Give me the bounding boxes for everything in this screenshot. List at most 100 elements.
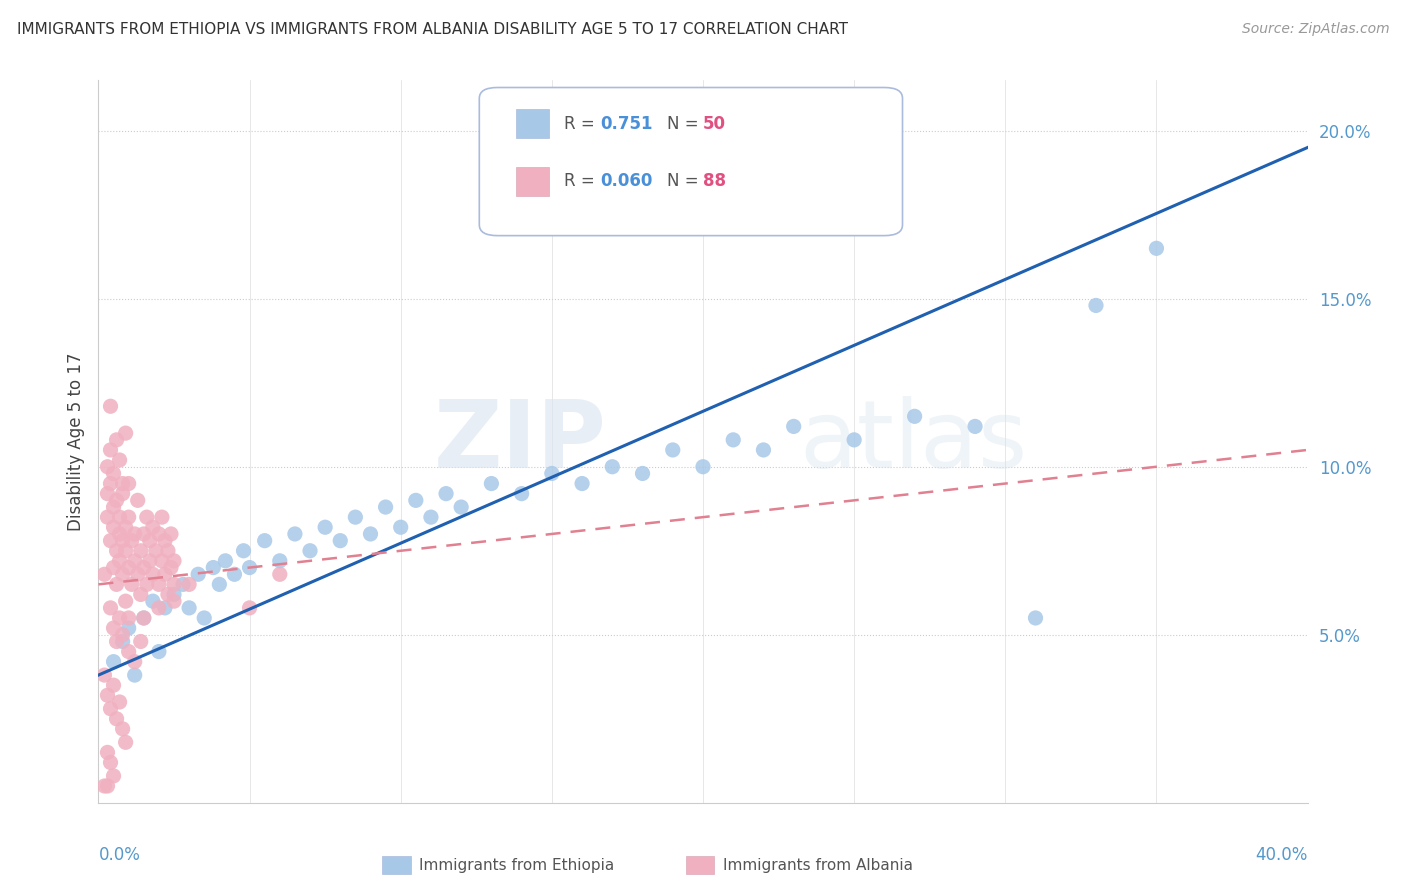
Text: R =: R =: [564, 172, 600, 190]
Point: [103, 621, 125, 635]
Point: [239, 600, 262, 615]
Text: 0.751: 0.751: [600, 115, 652, 133]
Point: [284, 527, 307, 541]
Point: [1085, 298, 1108, 312]
Point: [145, 543, 167, 558]
Point: [135, 577, 157, 591]
Point: [108, 695, 131, 709]
Point: [202, 560, 225, 574]
Point: [179, 600, 201, 615]
Point: [103, 520, 125, 534]
Point: [114, 735, 136, 749]
Point: [602, 459, 624, 474]
Point: [752, 442, 775, 457]
Text: IMMIGRANTS FROM ETHIOPIA VS IMMIGRANTS FROM ALBANIA DISABILITY AGE 5 TO 17 CORRE: IMMIGRANTS FROM ETHIOPIA VS IMMIGRANTS F…: [17, 22, 848, 37]
Y-axis label: Disability Age 5 to 17: Disability Age 5 to 17: [66, 352, 84, 531]
Point: [571, 476, 593, 491]
Text: Source: ZipAtlas.com: Source: ZipAtlas.com: [1241, 22, 1389, 37]
Point: [139, 554, 162, 568]
Point: [100, 476, 122, 491]
Point: [148, 577, 170, 591]
Point: [148, 527, 170, 541]
Point: [100, 702, 122, 716]
Point: [100, 442, 122, 457]
Text: 0.0%: 0.0%: [98, 847, 141, 864]
Point: [127, 567, 149, 582]
Point: [124, 655, 146, 669]
Point: [124, 527, 146, 541]
Point: [114, 520, 136, 534]
Point: [103, 769, 125, 783]
Point: [103, 678, 125, 692]
Point: [239, 560, 262, 574]
Point: [118, 510, 141, 524]
Point: [153, 600, 176, 615]
Point: [121, 533, 143, 548]
Point: [96, 688, 118, 702]
Text: 50: 50: [703, 115, 725, 133]
Point: [114, 426, 136, 441]
Point: [129, 587, 152, 601]
Point: [153, 533, 176, 548]
Point: [269, 554, 291, 568]
Point: [127, 493, 149, 508]
Point: [163, 554, 186, 568]
Text: 40.0%: 40.0%: [1256, 847, 1308, 864]
Point: [105, 712, 128, 726]
Point: [160, 527, 183, 541]
Point: [904, 409, 927, 424]
Point: [269, 567, 291, 582]
Point: [844, 433, 866, 447]
Text: Immigrants from Ethiopia: Immigrants from Ethiopia: [419, 858, 614, 872]
Point: [93, 567, 115, 582]
Point: [661, 442, 683, 457]
Point: [108, 453, 131, 467]
Point: [163, 594, 186, 608]
Point: [253, 533, 276, 548]
Point: [374, 500, 396, 514]
Point: [129, 543, 152, 558]
Text: 88: 88: [703, 172, 725, 190]
Point: [434, 486, 457, 500]
Point: [156, 543, 179, 558]
Point: [96, 779, 118, 793]
Point: [105, 634, 128, 648]
Point: [118, 611, 141, 625]
Point: [111, 533, 134, 548]
Point: [118, 476, 141, 491]
Point: [450, 500, 472, 514]
Point: [1024, 611, 1046, 625]
Point: [103, 500, 125, 514]
Point: [111, 476, 134, 491]
Point: [129, 634, 152, 648]
Point: [118, 560, 141, 574]
Point: [135, 510, 157, 524]
Point: [344, 510, 367, 524]
Point: [150, 554, 173, 568]
Point: [111, 567, 134, 582]
Point: [132, 611, 155, 625]
Point: [103, 655, 125, 669]
Point: [132, 611, 155, 625]
Point: [405, 493, 427, 508]
Text: 0.060: 0.060: [600, 172, 652, 190]
Point: [148, 644, 170, 658]
Point: [100, 600, 122, 615]
Text: atlas: atlas: [800, 395, 1028, 488]
Point: [132, 560, 155, 574]
Point: [965, 419, 987, 434]
Point: [105, 493, 128, 508]
Point: [631, 467, 654, 481]
Text: N =: N =: [666, 172, 703, 190]
FancyBboxPatch shape: [516, 109, 550, 138]
Point: [96, 486, 118, 500]
Point: [389, 520, 412, 534]
Point: [105, 543, 128, 558]
Point: [214, 554, 236, 568]
Point: [114, 594, 136, 608]
Point: [100, 399, 122, 413]
Point: [208, 577, 231, 591]
Point: [153, 567, 176, 582]
Point: [329, 533, 352, 548]
Point: [118, 621, 141, 635]
